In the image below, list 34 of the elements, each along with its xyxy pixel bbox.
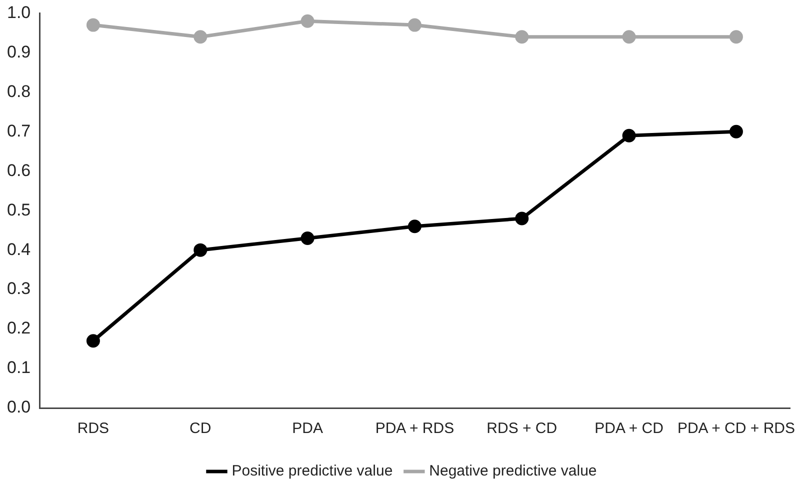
y-tick-label: 0.4	[6, 240, 31, 259]
point	[194, 243, 208, 257]
legend-label: Positive predictive value	[232, 462, 393, 480]
y-tick-label: 0.5	[6, 200, 31, 220]
x-tick-label: PDA	[292, 420, 323, 438]
legend-label: Negative predictive value	[429, 462, 597, 480]
point	[300, 14, 314, 28]
point	[622, 30, 636, 44]
y-tick-label: 0.6	[6, 160, 31, 180]
x-tick-label: PDA + RDS	[375, 420, 454, 438]
x-tick-label: CD	[190, 420, 212, 438]
y-tick-label: 0.2	[6, 318, 31, 338]
point	[408, 18, 422, 32]
y-tick-label: 0.0	[6, 398, 31, 417]
y-tick-label: 0.9	[6, 42, 31, 62]
x-tick-label: PDA + CD + RDS	[677, 420, 795, 438]
y-tick-label: 0.3	[6, 279, 31, 298]
point	[86, 18, 100, 32]
point	[408, 220, 422, 234]
y-tick-label: 0.8	[6, 82, 31, 101]
y-tick-label: 1.0	[6, 2, 31, 22]
y-tick-label: 0.7	[6, 121, 31, 140]
point	[515, 212, 529, 226]
point	[729, 30, 743, 44]
y-tick-label: 0.1	[6, 358, 31, 378]
point	[194, 30, 208, 44]
point	[515, 30, 529, 44]
point	[86, 334, 100, 348]
x-tick-label: RDS + CD	[486, 420, 558, 438]
x-tick-label: PDA + CD	[594, 420, 664, 438]
point	[300, 231, 314, 245]
x-tick-label: RDS	[77, 420, 110, 438]
point	[622, 128, 636, 142]
point	[729, 124, 743, 138]
